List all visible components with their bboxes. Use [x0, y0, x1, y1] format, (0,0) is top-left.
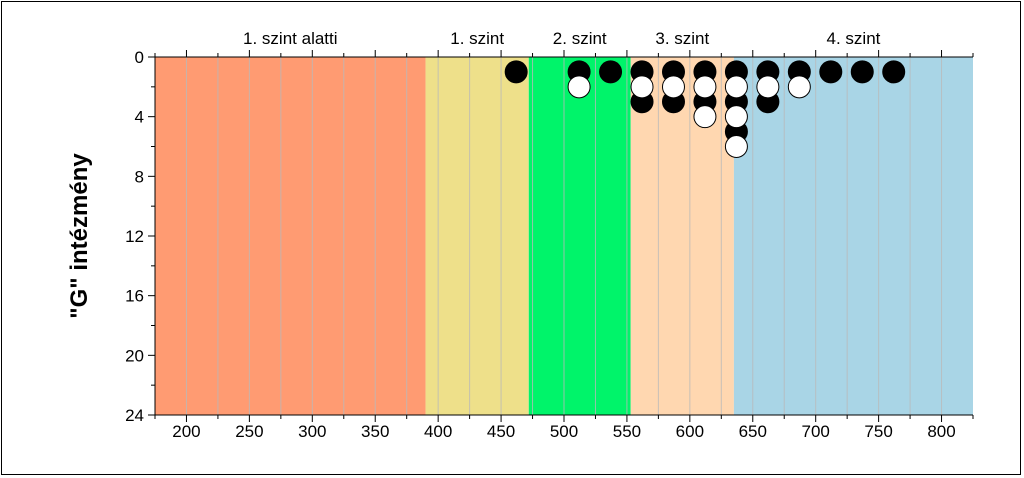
filled-point: [599, 60, 623, 84]
filled-point: [819, 60, 843, 84]
y-axis-title: "G" intézmény: [66, 153, 93, 319]
y-tick-label: 4: [135, 108, 144, 127]
hollow-point: [693, 75, 717, 99]
y-tick-label: 16: [125, 287, 144, 306]
band-4: [630, 57, 734, 415]
hollow-point: [724, 135, 748, 158]
grid-lines: [185, 57, 943, 415]
y-tick-label: 0: [135, 48, 144, 67]
labels: 1. szint alatti 1. szint 2. szint 3. szint 4…: [125, 29, 956, 441]
band-5: [733, 57, 973, 415]
x-tick-label: 250: [235, 422, 263, 441]
x-tick-label: 700: [802, 422, 830, 441]
x-tick-label: 200: [172, 422, 200, 441]
x-tick-label: 600: [676, 422, 704, 441]
band-label-1: 1. szint alatti: [243, 29, 338, 48]
band-label-3: 2. szint: [553, 29, 607, 48]
y-tick-label: 20: [125, 346, 144, 365]
x-tick-label: 750: [864, 422, 892, 441]
x-tick-label: 500: [550, 422, 578, 441]
x-tick-label: 400: [424, 422, 452, 441]
x-tick-label: 450: [487, 422, 515, 441]
hollow-point: [567, 75, 591, 99]
level-bands: [155, 57, 973, 415]
x-tick-label: 350: [361, 422, 389, 441]
y-tick-label: 24: [125, 406, 144, 425]
hollow-point: [787, 75, 811, 99]
hollow-point: [724, 105, 748, 129]
hollow-point: [724, 75, 748, 99]
band-label-2: 1. szint: [450, 29, 504, 48]
filled-point: [850, 60, 874, 84]
hollow-point: [693, 105, 717, 129]
y-tick-label: 8: [135, 167, 144, 186]
band-1: [155, 57, 426, 415]
hollow-point: [630, 75, 654, 99]
x-tick-label: 300: [298, 422, 326, 441]
hollow-point: [661, 75, 685, 99]
x-tick-label: 650: [739, 422, 767, 441]
filled-point: [504, 60, 528, 84]
data-points: [504, 60, 906, 158]
x-tick-label: 550: [613, 422, 641, 441]
band-label-4: 3. szint: [655, 29, 709, 48]
x-tick-label: 800: [927, 422, 955, 441]
filled-point: [882, 60, 906, 84]
hollow-point: [756, 75, 780, 99]
axes: [148, 50, 974, 422]
band-label-5: 4. szint: [827, 29, 881, 48]
band-2: [425, 57, 529, 415]
y-tick-label: 12: [125, 227, 144, 246]
band-3: [528, 57, 631, 415]
